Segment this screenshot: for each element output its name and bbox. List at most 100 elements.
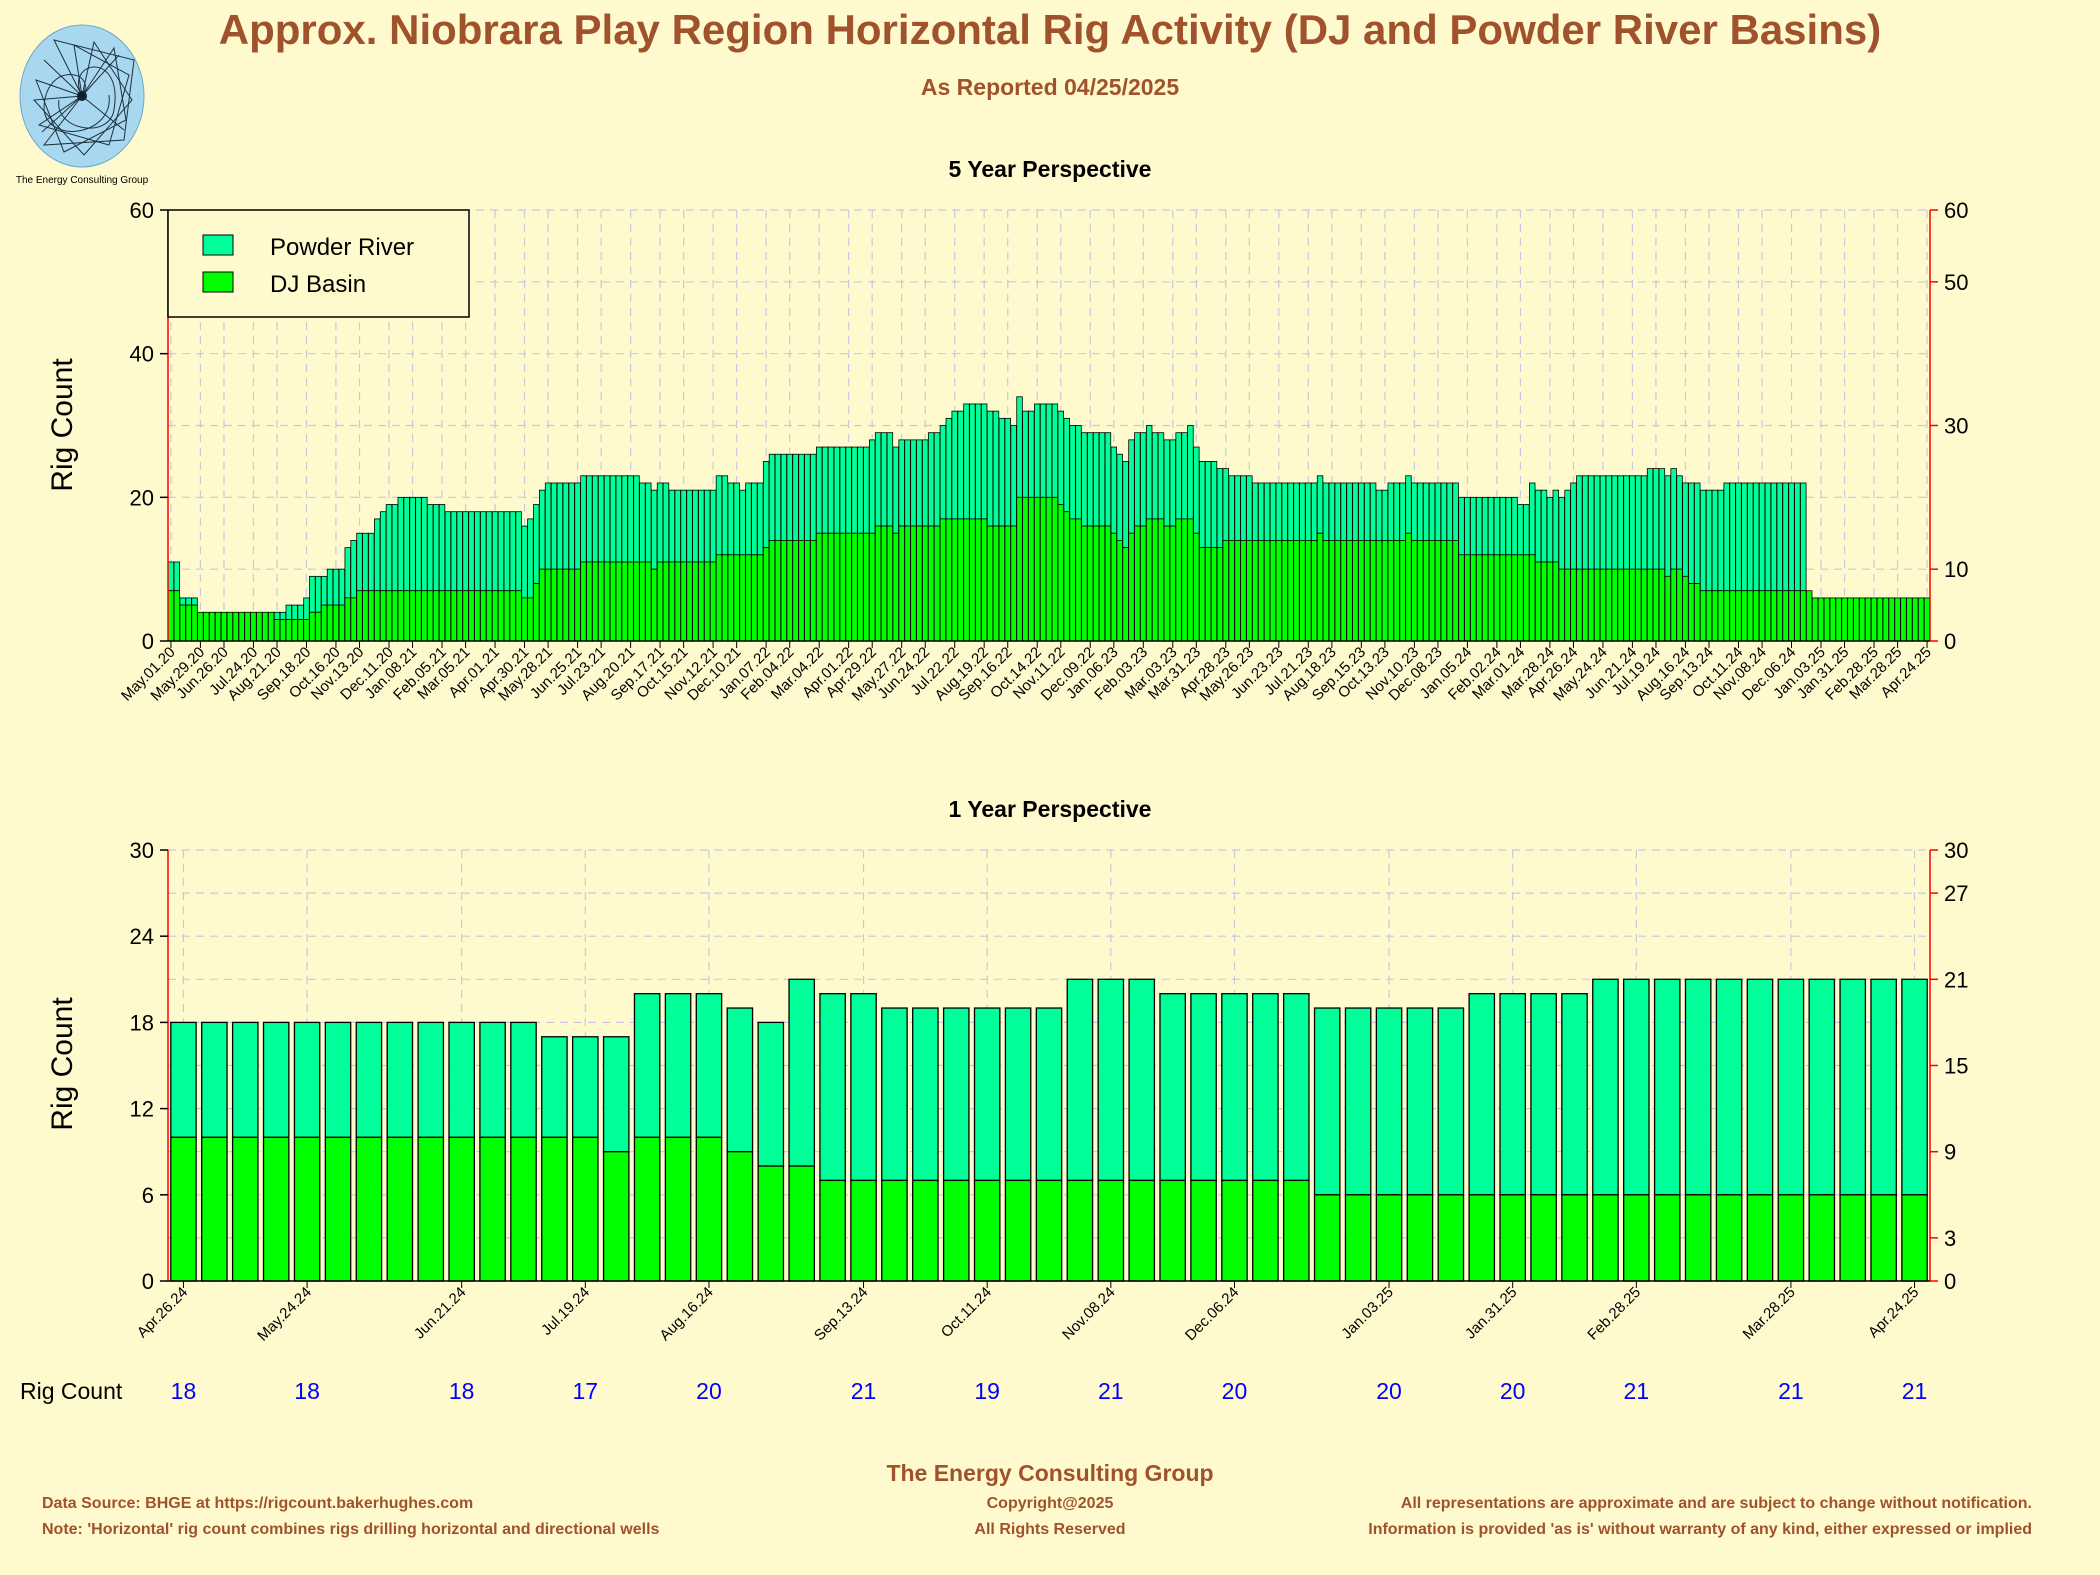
bar-powder-river: [1140, 432, 1147, 527]
bar-powder-river: [757, 1021, 785, 1167]
bar-dj-basin: [1835, 597, 1842, 642]
bar-dj-basin: [450, 590, 458, 642]
bar-dj-basin: [633, 561, 640, 642]
bar-dj-basin: [1640, 568, 1648, 642]
bar-powder-river: [704, 489, 711, 563]
bar-dj-basin: [1629, 568, 1636, 642]
bar-dj-basin: [362, 590, 369, 642]
bar-powder-river: [1870, 978, 1897, 1196]
bar-powder-river: [609, 475, 617, 563]
bar-dj-basin: [1417, 540, 1424, 642]
bar-dj-basin: [1847, 597, 1854, 642]
bar-powder-river: [662, 482, 670, 563]
bar-dj-basin: [368, 590, 375, 642]
bar-dj-basin: [1187, 518, 1194, 642]
bar-dj-basin: [503, 590, 511, 642]
bar-dj-basin: [1097, 1179, 1125, 1282]
bar-powder-river: [1087, 432, 1094, 527]
legend-swatch-powder-river: [202, 234, 234, 256]
bar-dj-basin: [969, 518, 976, 642]
bar-dj-basin: [1022, 496, 1029, 642]
bar-dj-basin: [912, 1179, 939, 1282]
bar-powder-river: [1305, 482, 1312, 541]
bar-dj-basin: [1116, 540, 1123, 642]
bar-dj-basin: [1670, 568, 1677, 642]
bar-dj-basin: [1452, 540, 1459, 642]
bar-dj-basin: [804, 540, 811, 642]
bar-dj-basin: [1758, 590, 1766, 642]
bar-powder-river: [1652, 468, 1660, 570]
bar-powder-river: [1546, 496, 1554, 563]
bar-powder-river: [474, 511, 481, 592]
bar-dj-basin: [1788, 590, 1795, 642]
bar-dj-basin: [768, 540, 776, 642]
bar-dj-basin: [1817, 597, 1825, 642]
bar-powder-river: [726, 1007, 754, 1153]
bar-dj-basin: [533, 583, 540, 642]
bar-powder-river: [1263, 482, 1271, 541]
bar-powder-river: [674, 489, 681, 563]
bar-dj-basin: [315, 611, 322, 642]
bar-powder-river: [362, 532, 369, 592]
bar-powder-river: [1004, 417, 1011, 527]
rig-count-value: 18: [449, 1378, 475, 1404]
bar-dj-basin: [1364, 540, 1371, 642]
y-tick-label-right: 15: [1944, 1054, 1968, 1079]
bar-powder-river: [1187, 425, 1194, 520]
bar-dj-basin: [633, 1136, 661, 1282]
bar-dj-basin: [1777, 1194, 1805, 1282]
bar-dj-basin: [1882, 597, 1890, 642]
bar-dj-basin: [942, 1179, 970, 1282]
bar-powder-river: [1464, 496, 1471, 556]
bar-powder-river: [355, 1021, 383, 1138]
x-tick-label: May.24.24: [254, 1284, 315, 1345]
bar-powder-river: [1839, 978, 1867, 1196]
bar-dj-basin: [1859, 597, 1866, 642]
bar-dj-basin: [851, 532, 858, 642]
bar-dj-basin: [1159, 1179, 1186, 1282]
chart-subtitle: As Reported 04/25/2025: [920, 74, 1180, 100]
bar-powder-river: [904, 439, 911, 527]
bar-powder-river: [1694, 482, 1701, 584]
bar-powder-river: [633, 993, 661, 1138]
bar-powder-river: [969, 403, 976, 520]
y-tick-label-right: 30: [1944, 414, 1968, 439]
bar-powder-river: [438, 504, 446, 592]
y-tick-label-right: 3: [1944, 1226, 1956, 1251]
bar-powder-river: [173, 561, 181, 592]
bar-dj-basin: [1316, 532, 1324, 642]
bar-powder-river: [539, 489, 546, 570]
bar-dj-basin: [1794, 590, 1801, 642]
bar-powder-river: [945, 417, 953, 520]
bar-powder-river: [1534, 489, 1542, 563]
bar-dj-basin: [656, 561, 664, 642]
bar-dj-basin: [939, 518, 947, 642]
bar-powder-river: [1334, 482, 1341, 541]
bar-powder-river: [992, 410, 1000, 527]
bar-powder-river: [1452, 482, 1459, 541]
bar-powder-river: [1468, 993, 1496, 1196]
bar-powder-river: [1640, 475, 1648, 570]
bar-powder-river: [1092, 432, 1100, 527]
bar-dj-basin: [415, 590, 422, 642]
bar-dj-basin: [179, 604, 186, 642]
bar-powder-river: [1437, 1007, 1465, 1196]
company-logo: The Energy Consulting Group: [14, 20, 154, 190]
bar-dj-basin: [1045, 496, 1053, 642]
bar-powder-river: [1788, 482, 1795, 592]
bar-dj-basin: [1122, 547, 1129, 642]
bar-dj-basin: [1853, 597, 1860, 642]
bar-dj-basin: [521, 597, 528, 642]
panel-title-1yr: 1 Year Perspective: [948, 796, 1152, 822]
bar-dj-basin: [998, 525, 1006, 642]
bar-powder-river: [815, 446, 823, 534]
bar-dj-basin: [874, 525, 882, 642]
bar-powder-river: [1252, 993, 1279, 1182]
legend-label-powder-river: Powder River: [270, 234, 414, 261]
bar-powder-river: [1316, 475, 1324, 534]
bar-dj-basin: [881, 1179, 908, 1282]
bar-powder-river: [1128, 978, 1156, 1182]
bar-powder-river: [1717, 489, 1724, 592]
bar-dj-basin: [916, 525, 923, 642]
bar-powder-river: [368, 532, 375, 592]
